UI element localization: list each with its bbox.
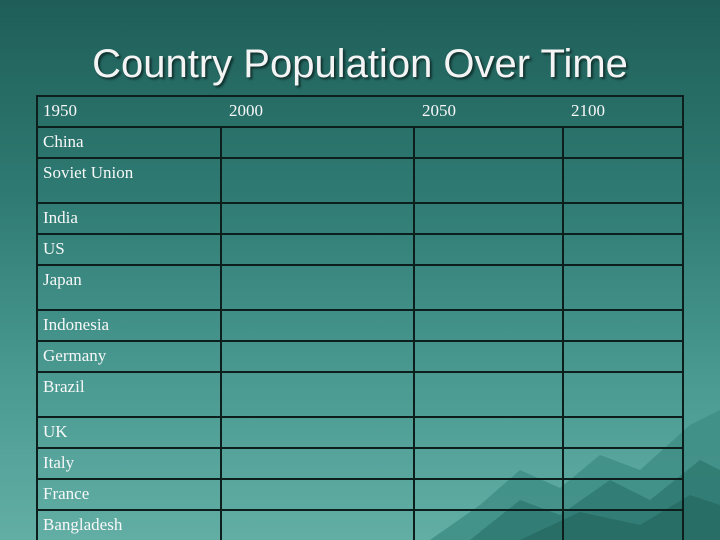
grid-line <box>36 478 684 480</box>
row-label: UK <box>43 422 68 441</box>
header-cell: 1950 <box>43 101 77 120</box>
header-cell: 2000 <box>229 101 263 120</box>
grid-line <box>562 126 564 540</box>
row-label: Indonesia <box>43 315 110 334</box>
row-label: Brazil <box>43 377 85 396</box>
row-label: Germany <box>43 346 107 365</box>
row-label: Soviet Union <box>43 163 134 182</box>
grid-line <box>36 447 684 449</box>
grid-line <box>36 95 38 540</box>
row-label: US <box>43 239 65 258</box>
grid-line <box>36 202 684 204</box>
grid-line <box>220 126 222 540</box>
header-cell: 2100 <box>571 101 605 120</box>
grid-line <box>36 264 684 266</box>
grid-line <box>413 126 415 540</box>
grid-line <box>36 233 684 235</box>
grid-line <box>36 157 684 159</box>
row-label: Italy <box>43 453 75 472</box>
grid-line <box>36 309 684 311</box>
row-label: Japan <box>43 270 82 289</box>
header-cell: 2050 <box>422 101 456 120</box>
row-label: China <box>43 132 84 151</box>
grid-line <box>36 126 684 128</box>
population-table: 1950 2000 2050 2100 China Soviet Union I… <box>36 95 684 540</box>
grid-line <box>36 340 684 342</box>
grid-line <box>682 95 684 540</box>
grid-line <box>36 371 684 373</box>
grid-line <box>36 416 684 418</box>
slide-title: Country Population Over Time <box>92 42 628 86</box>
grid-line <box>36 509 684 511</box>
row-label: Bangladesh <box>43 515 123 534</box>
row-label: France <box>43 484 90 503</box>
row-label: India <box>43 208 78 227</box>
grid-line <box>36 95 684 97</box>
